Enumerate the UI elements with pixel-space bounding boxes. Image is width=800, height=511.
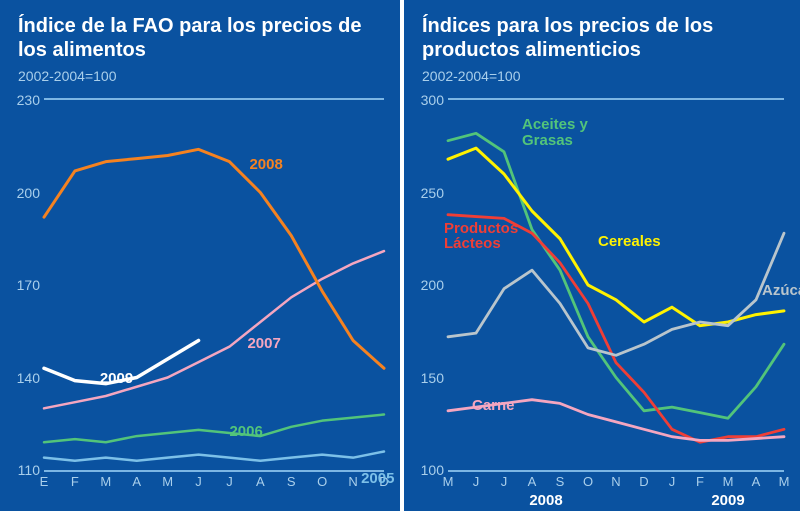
y-tick: 150 — [408, 370, 444, 386]
right-svg — [448, 100, 784, 470]
series-line — [44, 415, 384, 443]
y-tick: 110 — [4, 462, 40, 478]
series-line — [448, 215, 784, 443]
series-label: 2005 — [361, 470, 394, 487]
left-title: Índice de la FAO para los precios de los… — [0, 0, 400, 68]
x-tick: O — [583, 474, 593, 489]
series-line — [44, 251, 384, 408]
x-tick: S — [556, 474, 565, 489]
x-tick: J — [501, 474, 508, 489]
left-subtitle: 2002-2004=100 — [0, 68, 400, 88]
y-tick: 170 — [4, 277, 40, 293]
y-tick: 100 — [408, 462, 444, 478]
series-line — [448, 133, 784, 418]
y-tick: 300 — [408, 92, 444, 108]
x-tick: A — [256, 474, 265, 489]
x-tick: J — [669, 474, 676, 489]
chart-pair: Índice de la FAO para los precios de los… — [0, 0, 800, 511]
x-tick: O — [317, 474, 327, 489]
right-subtitle: 2002-2004=100 — [404, 68, 800, 88]
x-group-label: 2009 — [711, 492, 744, 509]
x-tick: J — [195, 474, 202, 489]
series-line — [44, 149, 384, 368]
x-tick: F — [71, 474, 79, 489]
x-tick: N — [348, 474, 357, 489]
series-line — [44, 452, 384, 461]
series-line — [448, 400, 784, 441]
x-tick: A — [132, 474, 141, 489]
y-tick: 200 — [408, 277, 444, 293]
y-tick: 140 — [4, 370, 40, 386]
x-tick: A — [752, 474, 761, 489]
y-tick: 230 — [4, 92, 40, 108]
x-tick: M — [443, 474, 454, 489]
x-tick: J — [226, 474, 233, 489]
y-tick: 200 — [4, 185, 40, 201]
x-tick: F — [696, 474, 704, 489]
x-tick: S — [287, 474, 296, 489]
series-line — [448, 233, 784, 355]
x-tick: N — [611, 474, 620, 489]
x-tick: M — [723, 474, 734, 489]
left-svg — [44, 100, 384, 470]
y-tick: 250 — [408, 185, 444, 201]
x-tick: D — [379, 474, 388, 489]
x-tick: A — [528, 474, 537, 489]
x-tick: M — [779, 474, 790, 489]
x-tick: M — [100, 474, 111, 489]
left-panel: Índice de la FAO para los precios de los… — [0, 0, 400, 511]
x-tick: J — [473, 474, 480, 489]
x-group-label: 2008 — [529, 492, 562, 509]
left-plot: 110140170200230EFMAMJJASOND2005200620072… — [44, 98, 384, 472]
x-tick: E — [40, 474, 49, 489]
right-title: Índices para los precios de los producto… — [404, 0, 800, 68]
series-line — [44, 341, 199, 384]
x-tick: M — [162, 474, 173, 489]
right-plot: 100150200250300MJJASONDJFMAM20082009Acei… — [448, 98, 784, 472]
x-tick: D — [639, 474, 648, 489]
right-panel: Índices para los precios de los producto… — [404, 0, 800, 511]
